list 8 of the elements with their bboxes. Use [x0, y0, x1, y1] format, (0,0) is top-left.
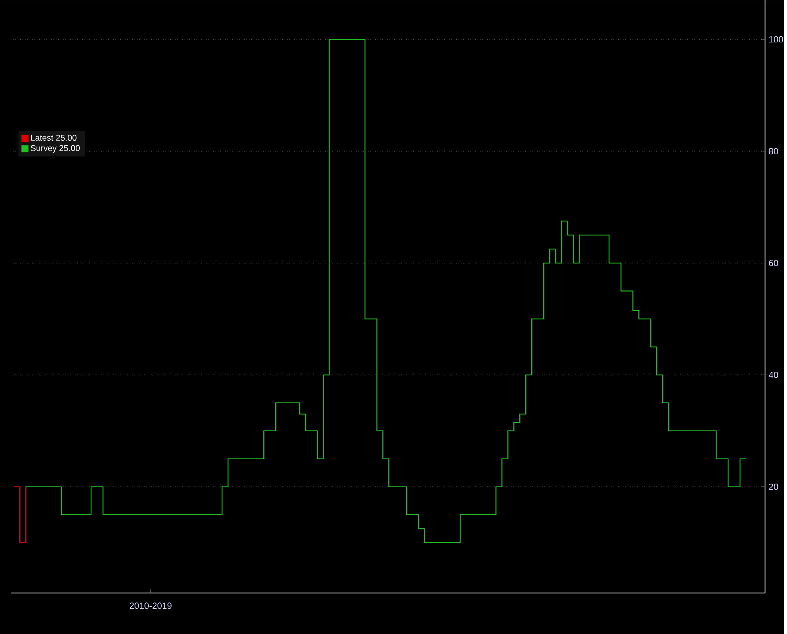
- y-tick-label: 20: [769, 484, 778, 490]
- y-tick-label: 60: [769, 260, 778, 266]
- x-tick-label: 2010-2019: [130, 602, 172, 610]
- legend-label: Latest 25.00: [31, 134, 77, 141]
- y-tick-label: 80: [769, 148, 778, 155]
- y-tick-label: 100: [769, 36, 784, 43]
- legend-label: Survey 25.00: [31, 145, 80, 153]
- y-tick-label: 40: [768, 372, 778, 378]
